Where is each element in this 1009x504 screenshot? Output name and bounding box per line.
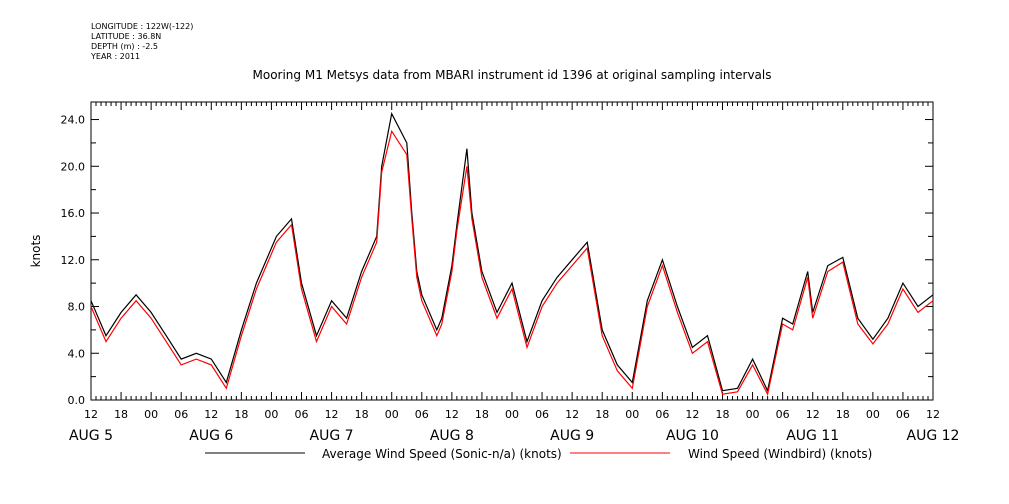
x-hour-label: 12: [806, 408, 820, 421]
x-hour-label: 06: [295, 408, 309, 421]
x-day-label: AUG 11: [786, 428, 839, 444]
y-tick-label: 12.0: [61, 254, 86, 267]
plot-frame: [90, 101, 934, 401]
x-hour-label: 06: [896, 408, 910, 421]
series-line-average-wind-speed: [90, 111, 934, 393]
legend-label-windbird: Wind Speed (Windbird) (knots): [688, 447, 872, 461]
x-hour-label: 18: [836, 408, 850, 421]
x-hour-label: 06: [776, 408, 790, 421]
x-hour-label: 12: [565, 408, 579, 421]
chart-title: Mooring M1 Metsys data from MBARI instru…: [253, 68, 772, 82]
x-day-label: AUG 7: [310, 428, 354, 444]
y-tick-label: 16.0: [61, 207, 86, 220]
x-hour-label: 00: [144, 408, 158, 421]
x-day-label: AUG 8: [430, 428, 474, 444]
depth-text: DEPTH (m) : -2.5: [91, 42, 158, 51]
x-hour-label: 12: [445, 408, 459, 421]
x-hour-label: 12: [685, 408, 699, 421]
x-day-label: AUG 5: [69, 428, 113, 444]
legend: Average Wind Speed (Sonic-n/a) (knots) Wi…: [205, 447, 872, 461]
series-layer: [90, 111, 934, 396]
year-text: YEAR : 2011: [91, 52, 141, 61]
x-hour-label: 06: [415, 408, 429, 421]
y-tick-label: 24.0: [61, 114, 86, 127]
x-hour-label: 00: [385, 408, 399, 421]
x-day-label: AUG 9: [550, 428, 594, 444]
legend-label-average: Average Wind Speed (Sonic-n/a) (knots): [322, 447, 562, 461]
x-hour-label: 00: [866, 408, 880, 421]
x-hour-label: 18: [114, 408, 128, 421]
y-tick-label: 4.0: [68, 347, 86, 360]
x-hour-label: 18: [475, 408, 489, 421]
x-day-label: AUG 6: [189, 428, 233, 444]
x-hour-label: 18: [595, 408, 609, 421]
x-day-label: AUG 10: [666, 428, 719, 444]
x-day-label: AUG 12: [907, 428, 960, 444]
x-hour-label: 06: [535, 408, 549, 421]
y-tick-label: 20.0: [61, 160, 86, 173]
station-metadata: LONGITUDE : 122W(-122) LATITUDE : 36.8N …: [91, 22, 193, 62]
y-tick-label: 0.0: [68, 394, 86, 407]
x-hour-label: 00: [625, 408, 639, 421]
y-axis-label: knots: [29, 235, 43, 268]
x-hour-label: 18: [355, 408, 369, 421]
x-hour-label: 18: [716, 408, 730, 421]
x-hour-label: 00: [505, 408, 519, 421]
x-hour-label: 06: [174, 408, 188, 421]
x-hour-label: 12: [325, 408, 339, 421]
x-axis: 12 18 00 06 12 18 00 06 12 18 00 06 12 18 00 06 12 18 00 06…: [69, 102, 959, 444]
x-hour-label: 12: [204, 408, 218, 421]
x-hour-label: 00: [264, 408, 278, 421]
y-tick-label: 8.0: [68, 301, 86, 314]
x-hour-label: 18: [234, 408, 248, 421]
series-line-windbird-wind-speed: [90, 129, 934, 396]
x-hour-label: 12: [84, 408, 98, 421]
latitude-text: LATITUDE : 36.8N: [91, 32, 162, 41]
x-hour-label: 06: [655, 408, 669, 421]
x-hour-label: 12: [926, 408, 940, 421]
longitude-text: LONGITUDE : 122W(-122): [91, 22, 194, 31]
x-hour-label: 00: [746, 408, 760, 421]
y-axis: 0.0 4.0 8.0 12.0 16.0 20.0 24.0: [61, 114, 933, 407]
